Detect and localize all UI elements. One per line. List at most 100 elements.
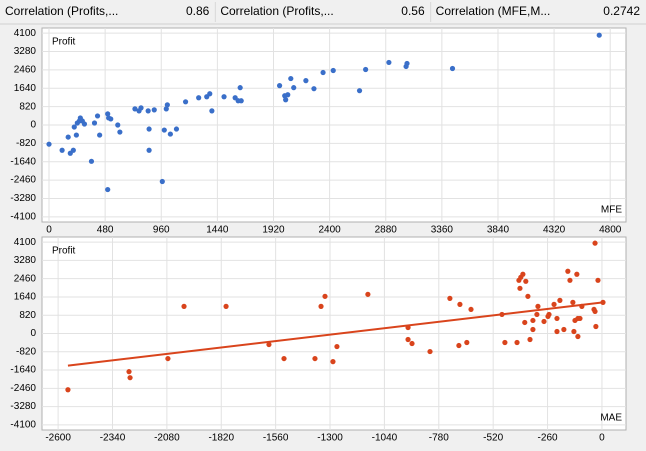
y-tick-label: -2460 [10, 383, 36, 394]
point [457, 301, 463, 307]
point [356, 88, 363, 94]
point [554, 315, 560, 322]
point [557, 297, 563, 303]
header-label: Correlation (Profits,... [220, 4, 333, 18]
point [535, 303, 541, 309]
x-tick-label: 4800 [599, 225, 622, 236]
point [126, 369, 132, 375]
point [427, 348, 433, 355]
x-tick-label: -1820 [208, 433, 234, 444]
point [108, 116, 114, 122]
y-tick-label: 2460 [14, 273, 37, 284]
header-label: Correlation (Profits,... [5, 4, 118, 18]
x-tick-label: 3360 [431, 225, 454, 236]
point [65, 134, 71, 140]
point [312, 355, 318, 362]
point [145, 108, 151, 114]
x-tick-label: -1040 [372, 433, 398, 444]
header-value: 0.86 [186, 4, 210, 18]
y-tick-label: 0 [30, 120, 36, 131]
point [330, 359, 336, 365]
y-tick-label: -1640 [10, 156, 36, 167]
point [266, 341, 272, 348]
point [237, 85, 243, 91]
point [570, 299, 576, 305]
x-tick-label: 960 [153, 225, 170, 236]
y-tick-label: -3280 [10, 401, 36, 412]
point [117, 129, 123, 135]
x-tick-label: 4320 [543, 225, 566, 236]
point [291, 85, 297, 91]
point [464, 339, 470, 346]
y-tick-label: 820 [19, 310, 36, 321]
y-tick-label: 4100 [14, 28, 37, 39]
point [173, 126, 180, 132]
x-axis-label: MFE [601, 205, 622, 216]
point [577, 315, 583, 322]
point [330, 67, 336, 74]
header-label: Correlation (MFE,M... [436, 4, 551, 18]
point [91, 120, 98, 126]
point [592, 240, 598, 246]
point [363, 66, 369, 73]
x-tick-label: 2880 [375, 225, 398, 236]
point [207, 91, 213, 97]
x-tick-label: -520 [483, 433, 503, 444]
y-tick-label: 3280 [14, 46, 37, 57]
point [534, 311, 540, 318]
x-tick-label: -1300 [317, 433, 343, 444]
point [209, 108, 215, 114]
point [238, 98, 244, 104]
trend-line [67, 301, 604, 367]
point [525, 293, 531, 299]
point [159, 178, 165, 185]
point [520, 271, 526, 277]
x-tick-label: -2080 [154, 433, 180, 444]
point [81, 121, 88, 127]
point [575, 333, 581, 340]
point [546, 311, 552, 318]
point [151, 107, 157, 113]
point [70, 147, 76, 153]
point [181, 303, 187, 309]
x-axis-label: MAE [600, 413, 622, 424]
point [132, 106, 138, 112]
x-tick-label: -260 [538, 433, 558, 444]
point [318, 303, 324, 309]
point [303, 77, 309, 84]
point [94, 113, 101, 119]
point [163, 106, 169, 112]
point [574, 271, 580, 277]
y-axis-label: Profit [52, 37, 76, 48]
x-tick-label: -780 [429, 433, 449, 444]
point [551, 301, 557, 307]
point [164, 102, 170, 108]
y-tick-label: 820 [19, 101, 36, 112]
y-tick-label: -2460 [10, 175, 36, 186]
point [65, 387, 71, 393]
x-tick-label: 0 [599, 433, 605, 444]
y-tick-label: -4100 [10, 211, 36, 222]
point [167, 131, 173, 137]
y-axis-label: Profit [52, 246, 76, 257]
point [182, 99, 189, 105]
point [527, 336, 533, 343]
point [567, 277, 573, 283]
x-tick-label: -2340 [100, 433, 126, 444]
point [281, 355, 287, 362]
point [530, 326, 536, 333]
point [146, 126, 152, 132]
point [517, 285, 523, 291]
point [522, 319, 528, 326]
header-value: 0.2742 [603, 4, 640, 18]
point [288, 75, 294, 82]
point [447, 295, 453, 301]
point [138, 105, 144, 111]
point [322, 293, 328, 299]
point [311, 86, 317, 92]
point [73, 132, 79, 138]
y-tick-label: -4100 [10, 420, 36, 431]
point [523, 278, 529, 284]
y-tick-label: 1640 [14, 83, 37, 94]
point [59, 147, 65, 153]
